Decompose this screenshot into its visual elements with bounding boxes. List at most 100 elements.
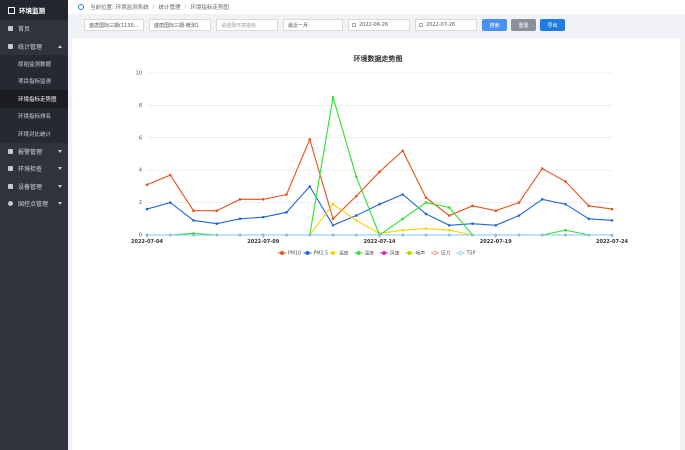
home-icon: [78, 4, 84, 10]
data-point: [471, 233, 474, 237]
data-point: [331, 217, 335, 221]
data-point: [215, 222, 219, 225]
filter-bar: 盛唐国际三期(1130... 盛唐国际三期-微测1 请选择环境指标 最近一月 2…: [84, 19, 569, 31]
x-tick-label: 2022-07-24: [596, 239, 629, 245]
legend-label: PM2.5: [314, 251, 329, 257]
breadcrumb-item[interactable]: 环境监测系统: [115, 5, 149, 11]
project-select[interactable]: 盛唐国际三期(1130...: [84, 19, 144, 31]
menu-item[interactable]: 统计管理: [0, 38, 68, 56]
data-point: [540, 233, 544, 237]
data-point: [331, 223, 335, 227]
data-point: [285, 211, 288, 214]
x-tick-label: 2022-07-09: [247, 239, 280, 245]
data-point: [378, 170, 381, 174]
data-point: [587, 233, 591, 237]
data-point: [168, 173, 172, 177]
data-point: [285, 193, 288, 196]
y-tick-label: 2: [139, 200, 142, 206]
data-point: [238, 217, 242, 221]
data-point: [610, 207, 614, 211]
data-point: [145, 233, 149, 237]
data-point: [564, 202, 567, 206]
data-point: [540, 167, 544, 170]
legend-marker: [458, 251, 463, 255]
app-title: 环境监测: [19, 7, 45, 15]
menu-item[interactable]: 设备管理: [0, 178, 68, 196]
indicator-select[interactable]: 请选择环境指标: [216, 19, 278, 31]
data-point: [261, 215, 265, 219]
menu-label: 报警管理: [18, 148, 43, 156]
data-point: [494, 223, 498, 227]
breadcrumb-item[interactable]: 统计管理: [158, 5, 181, 11]
submenu-item[interactable]: 环境对比统计: [0, 125, 68, 143]
data-point: [354, 214, 358, 217]
data-point: [145, 207, 149, 211]
data-point: [517, 201, 521, 204]
legend-marker: [407, 251, 412, 255]
data-point: [308, 233, 312, 237]
menu-item[interactable]: 首页: [0, 20, 68, 38]
data-point: [331, 233, 335, 237]
end-date[interactable]: 2022-07-26: [415, 19, 477, 31]
menu-item[interactable]: 国控点管理: [0, 195, 68, 213]
range-select[interactable]: 最近一月: [283, 19, 343, 31]
submenu-item[interactable]: 环境指标排名: [0, 107, 68, 125]
data-point: [331, 96, 335, 99]
data-point: [354, 194, 358, 198]
data-point: [168, 201, 172, 204]
menu-label: 国控点管理: [18, 201, 49, 209]
data-point: [215, 233, 219, 237]
menu-item[interactable]: 环境检查: [0, 160, 68, 178]
menu-item[interactable]: 报警管理: [0, 143, 68, 161]
data-point: [610, 233, 614, 237]
data-point: [308, 138, 312, 141]
reset-button[interactable]: 重置: [511, 19, 536, 31]
export-button[interactable]: 导出: [540, 19, 565, 31]
data-point: [447, 228, 451, 232]
data-point: [401, 193, 405, 196]
data-point: [401, 149, 405, 153]
logo: [8, 6, 15, 14]
submenu-item[interactable]: 环境指标走势图: [0, 90, 68, 108]
data-point: [471, 204, 474, 208]
data-point: [401, 233, 405, 237]
data-point: [494, 209, 498, 212]
legend-marker: [305, 251, 310, 255]
sidebar: 环境监测 首页 统计管理 原始监测数据 项目指标监测 环境指标走势图 环境指标排…: [0, 0, 68, 450]
data-point: [610, 219, 614, 222]
breadcrumb-item: 环境指标走势图: [190, 5, 229, 11]
start-date[interactable]: 2022-06-26: [348, 19, 410, 31]
data-point: [587, 217, 591, 221]
data-point: [354, 219, 358, 222]
menu-label: 首页: [18, 26, 31, 34]
chart: 环境数据走势图 0 2 4 6 8 10 2022-07-04 2022-07-09 2022-…: [131, 54, 629, 257]
breadcrumb-label: 当前位置:: [90, 5, 114, 11]
y-tick-label: 4: [139, 168, 142, 174]
legend-label: 压力: [441, 250, 451, 257]
data-point: [192, 209, 195, 212]
data-point: [564, 180, 567, 183]
menu-label: 环境检查: [18, 166, 43, 174]
data-point: [424, 212, 428, 216]
data-point: [447, 233, 451, 237]
data-point: [168, 233, 172, 237]
data-point: [261, 233, 265, 237]
breadcrumb: 当前位置: 环境监测系统 / 统计管理 / 环境指标走势图: [68, 0, 685, 14]
menu-label: 统计管理: [18, 43, 43, 51]
data-point: [354, 233, 358, 237]
station-select[interactable]: 盛唐国际三期-微测1: [149, 19, 211, 31]
search-button[interactable]: 搜索: [482, 19, 507, 31]
data-point: [540, 198, 544, 201]
legend-marker: [280, 251, 284, 255]
y-tick-label: 8: [139, 103, 142, 109]
submenu-item[interactable]: 原始监测数据: [0, 55, 68, 73]
y-tick-label: 10: [136, 71, 142, 77]
y-tick-label: 6: [139, 135, 142, 141]
submenu-item[interactable]: 项目指标监测: [0, 72, 68, 90]
data-point: [378, 202, 381, 206]
data-point: [308, 185, 312, 188]
menu-label: 设备管理: [18, 183, 43, 191]
x-tick-label: 2022-07-19: [480, 239, 513, 245]
data-point: [517, 214, 521, 217]
series-line: [146, 137, 613, 220]
